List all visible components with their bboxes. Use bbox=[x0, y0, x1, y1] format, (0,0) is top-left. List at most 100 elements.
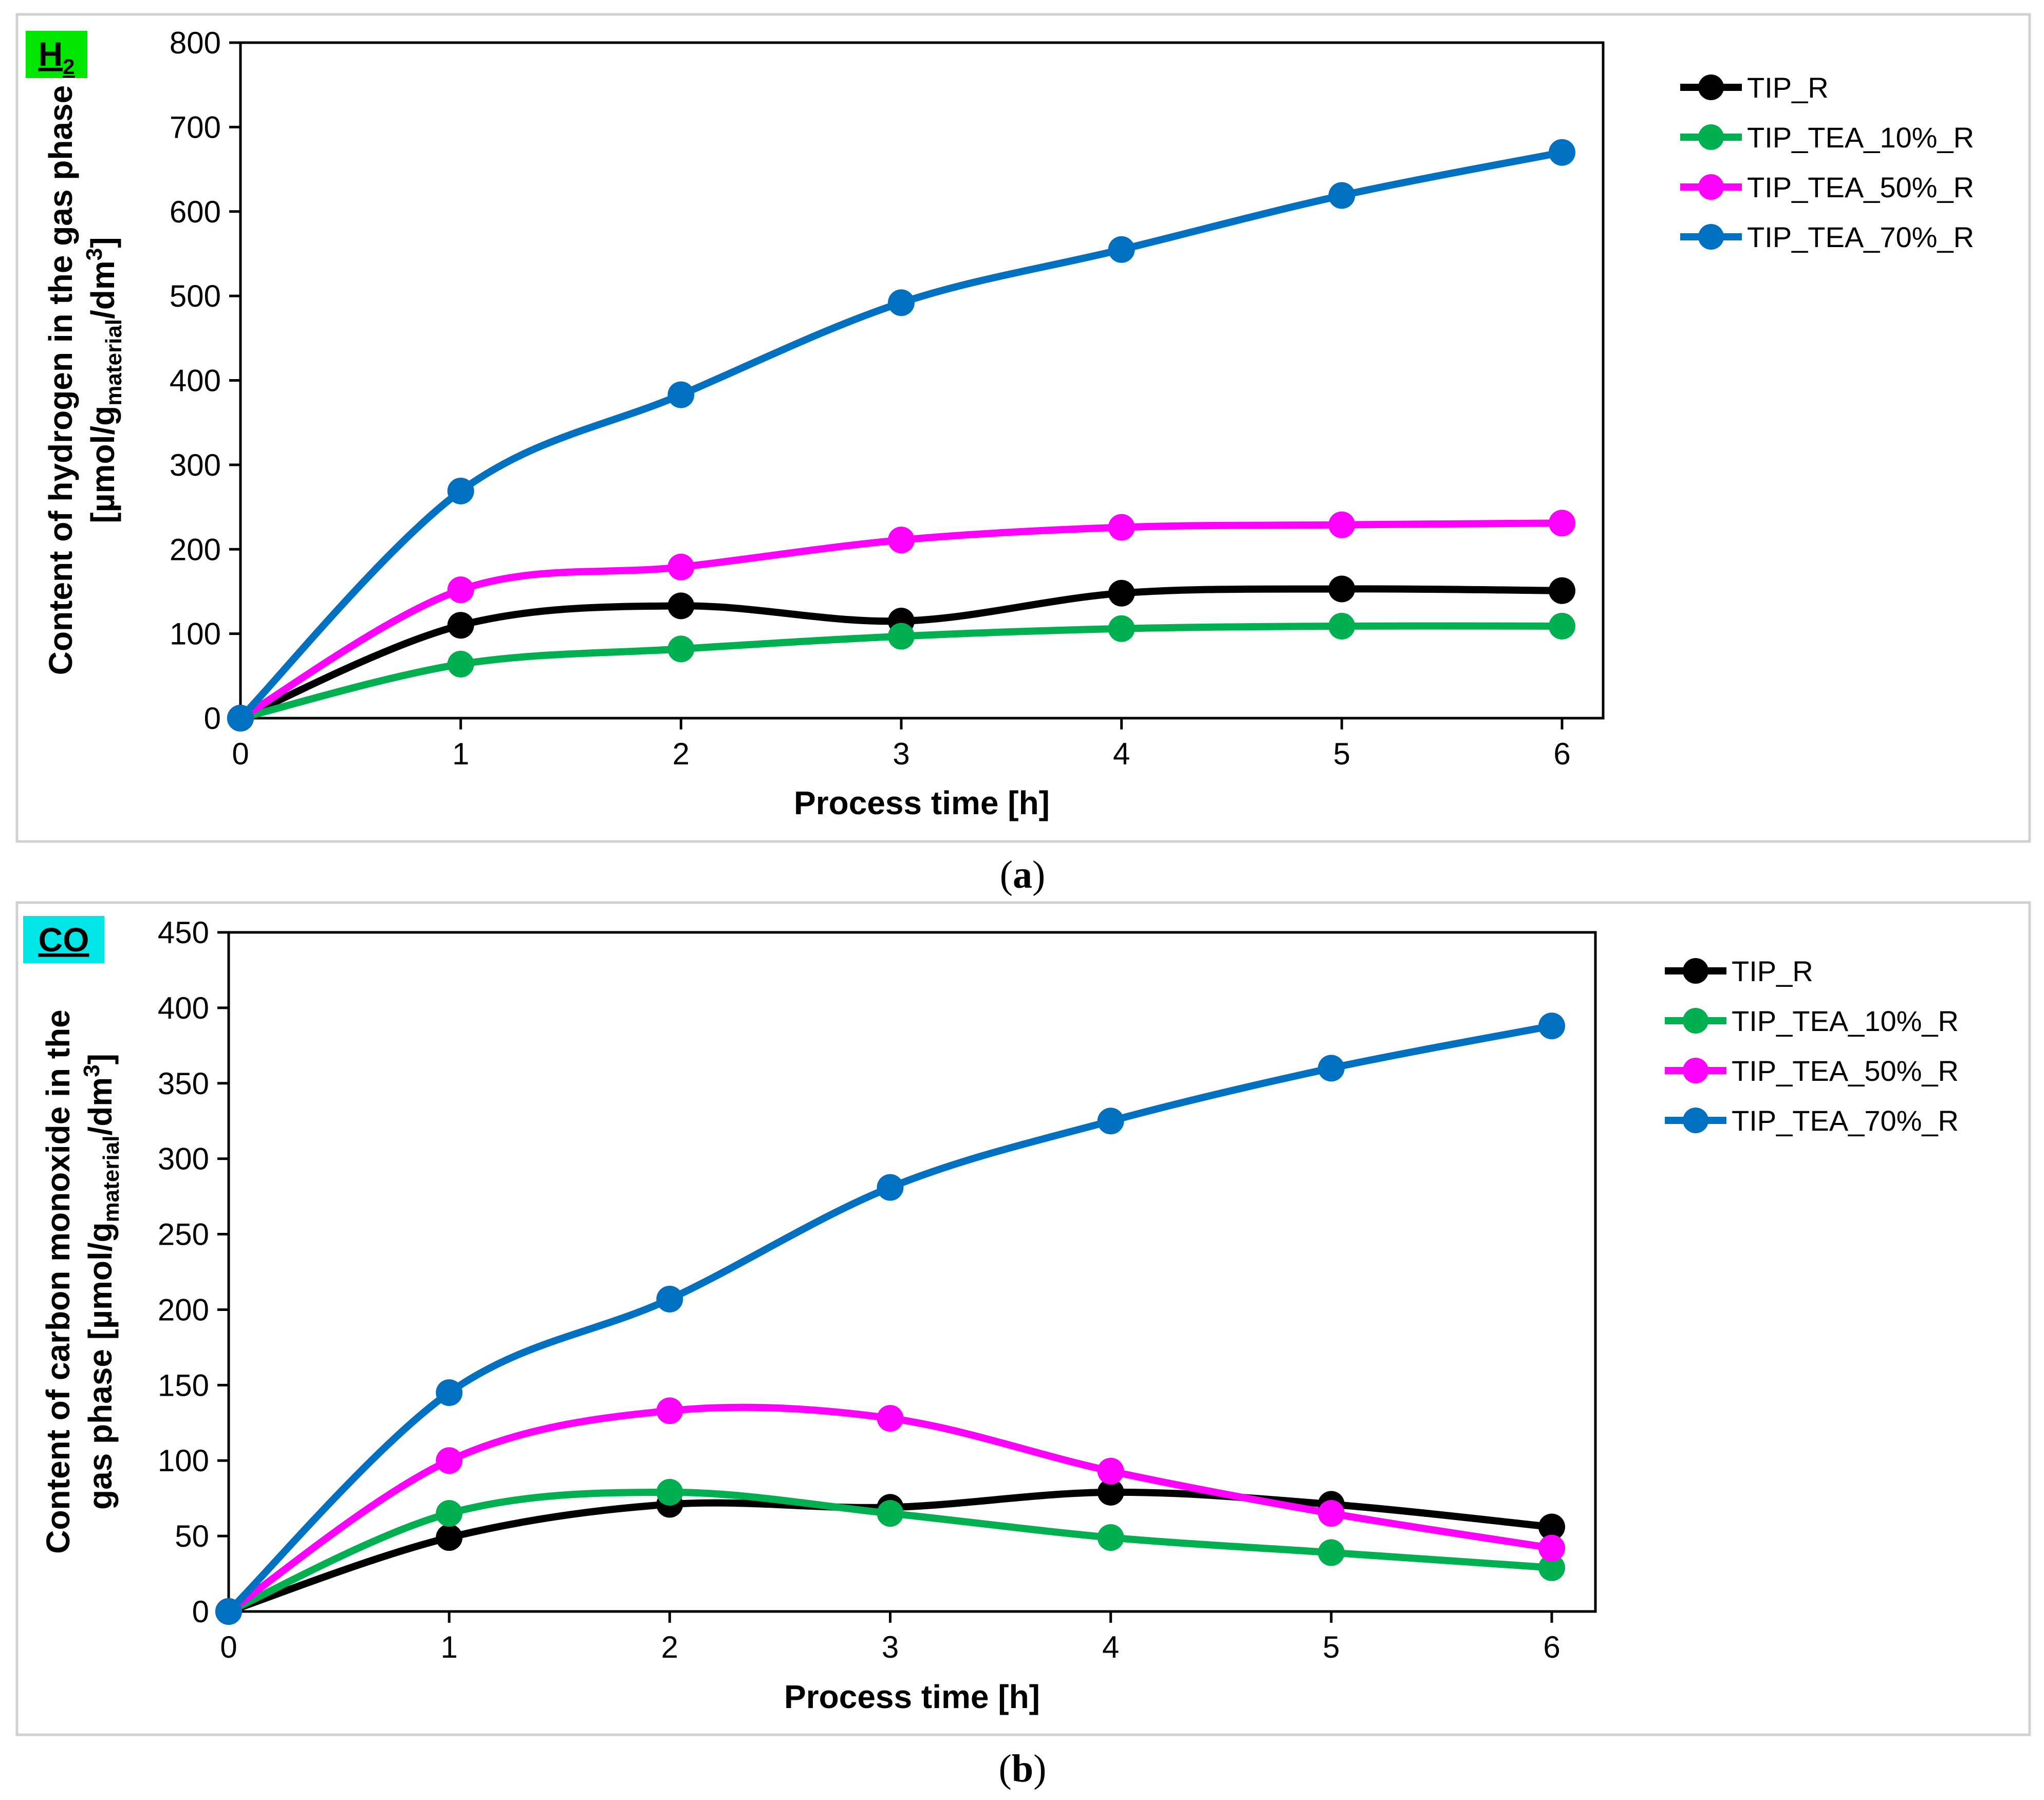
data-point-tip-tea-10-r bbox=[667, 635, 695, 663]
data-point-tip-tea-50-r bbox=[447, 576, 474, 604]
data-point-tip-r bbox=[1328, 575, 1355, 603]
data-point-tip-tea-10-r bbox=[888, 623, 915, 650]
data-point-tip-tea-50-r bbox=[877, 1404, 904, 1432]
panel-a-y-axis-title-line1: Content of hydrogen in the gas phase bbox=[42, 85, 79, 676]
h2-label-badge bbox=[26, 31, 87, 78]
data-point-tip-tea-70-r bbox=[1097, 1108, 1124, 1135]
co-label-badge bbox=[23, 916, 104, 963]
data-point-tip-tea-50-r bbox=[1328, 511, 1355, 538]
panel-a-y-axis: 0 100 200 300 400 500 600 700 800 bbox=[170, 26, 240, 736]
panel-a-frame bbox=[15, 13, 2031, 843]
y-tick-label: 400 bbox=[158, 991, 209, 1025]
data-point-tip-r bbox=[447, 612, 474, 639]
data-point-tip-tea-50-r bbox=[888, 527, 915, 554]
data-point-tip-r bbox=[1538, 1513, 1565, 1541]
caption-b: (b) bbox=[999, 1747, 1047, 1790]
data-point-tip-tea-70-r bbox=[667, 381, 695, 408]
data-point-tip-tea-70-r bbox=[656, 1285, 683, 1313]
y-tick-label: 200 bbox=[170, 532, 221, 567]
y-tick-label: 150 bbox=[158, 1368, 209, 1402]
data-point-tip-tea-50-r bbox=[1108, 514, 1135, 541]
x-tick-label: 6 bbox=[1543, 1630, 1560, 1664]
legend-label-tip-tea-10-r: TIP_TEA_10%_R bbox=[1732, 1005, 1959, 1037]
data-point-tip-tea-70-r bbox=[888, 289, 915, 316]
legend-swatch-marker-tip-tea-50-r bbox=[1698, 174, 1724, 200]
panel-b-x-axis-title: Process time [h] bbox=[784, 1678, 1040, 1715]
data-point-tip-tea-70-r bbox=[447, 477, 474, 504]
panel-a-series bbox=[227, 139, 1575, 732]
x-tick-label: 1 bbox=[440, 1630, 457, 1664]
y-tick-label: 800 bbox=[170, 26, 221, 60]
x-tick-label: 3 bbox=[882, 1630, 899, 1664]
y-tick-label: 0 bbox=[204, 701, 221, 736]
data-point-tip-tea-10-r bbox=[1317, 1539, 1345, 1566]
legend-label-tip-tea-50-r: TIP_TEA_50%_R bbox=[1732, 1055, 1959, 1087]
x-tick-label: 5 bbox=[1333, 737, 1350, 771]
x-tick-label: 6 bbox=[1553, 737, 1570, 771]
x-tick-label: 2 bbox=[661, 1630, 678, 1664]
y-tick-label: 300 bbox=[158, 1142, 209, 1176]
data-point-tip-tea-10-r bbox=[447, 650, 474, 678]
data-point-tip-tea-10-r bbox=[1097, 1524, 1124, 1551]
y-tick-label: 600 bbox=[170, 195, 221, 229]
legend-label-tip-r: TIP_R bbox=[1747, 71, 1829, 104]
legend-label-tip-tea-10-r: TIP_TEA_10%_R bbox=[1747, 121, 1974, 154]
panel-a-legend: TIP_R TIP_TEA_10%_R TIP_TEA_50%_R TIP_TEA_7… bbox=[1680, 71, 1974, 253]
legend-swatch-marker-tip-tea-10-r bbox=[1698, 124, 1724, 150]
x-tick-label: 4 bbox=[1102, 1630, 1119, 1664]
data-point-tip-tea-50-r bbox=[1538, 1534, 1565, 1562]
x-tick-label: 4 bbox=[1113, 737, 1130, 771]
data-point-tip-tea-50-r bbox=[1097, 1457, 1124, 1485]
data-point-tip-tea-10-r bbox=[1328, 612, 1355, 640]
panel-a-x-axis: 0 1 2 3 4 5 6 bbox=[232, 718, 1571, 771]
caption-a: (a) bbox=[1000, 853, 1046, 896]
panel-b-y-axis-title-line1: Content of carbon monoxide in the bbox=[40, 1009, 77, 1554]
data-point-tip-tea-10-r bbox=[1538, 1554, 1565, 1581]
data-point-tip-tea-70-r bbox=[1549, 139, 1575, 166]
x-tick-label: 2 bbox=[673, 737, 690, 771]
panel-b-series bbox=[215, 1013, 1565, 1625]
y-tick-label: 50 bbox=[175, 1519, 209, 1553]
data-point-tip-tea-70-r bbox=[227, 705, 254, 732]
data-point-tip-tea-70-r bbox=[1538, 1013, 1565, 1040]
panel-b-legend: TIP_R TIP_TEA_10%_R TIP_TEA_50%_R TIP_TEA_7… bbox=[1665, 955, 1959, 1137]
y-tick-label: 100 bbox=[158, 1443, 209, 1478]
y-tick-label: 450 bbox=[158, 915, 209, 950]
y-tick-label: 200 bbox=[158, 1292, 209, 1327]
data-point-tip-tea-50-r bbox=[436, 1447, 463, 1474]
x-tick-label: 5 bbox=[1323, 1630, 1340, 1664]
data-point-tip-tea-70-r bbox=[436, 1379, 463, 1407]
legend-swatch-marker-tip-tea-50-r bbox=[1683, 1058, 1708, 1083]
legend-swatch-marker-tip-tea-70-r bbox=[1683, 1108, 1708, 1133]
y-tick-label: 400 bbox=[170, 364, 221, 398]
data-point-tip-tea-70-r bbox=[877, 1174, 904, 1201]
y-tick-label: 700 bbox=[170, 110, 221, 144]
legend-swatch-marker-tip-r bbox=[1698, 74, 1724, 100]
data-point-tip-tea-50-r bbox=[1317, 1500, 1345, 1527]
y-tick-label: 100 bbox=[170, 617, 221, 651]
y-tick-label: 0 bbox=[192, 1595, 209, 1629]
legend-label-tip-tea-70-r: TIP_TEA_70%_R bbox=[1732, 1104, 1959, 1137]
data-point-tip-tea-50-r bbox=[656, 1397, 683, 1424]
legend-swatch-marker-tip-tea-70-r bbox=[1698, 224, 1724, 250]
data-point-tip-tea-70-r bbox=[1108, 236, 1135, 263]
data-point-tip-tea-70-r bbox=[215, 1598, 242, 1625]
legend-label-tip-tea-50-r: TIP_TEA_50%_R bbox=[1747, 171, 1974, 203]
panel-b-frame bbox=[15, 901, 2031, 1736]
panel-b-carbon-monoxide-chart: CO 0 50 100 150 200 250 300 350 400 450 0 1 2 3 4 5 6 P… bbox=[15, 901, 2031, 1736]
panel-a-x-axis-title: Process time [h] bbox=[794, 784, 1050, 821]
data-point-tip-r bbox=[1097, 1478, 1124, 1506]
panel-b-plot-area bbox=[227, 931, 1597, 1613]
data-point-tip-r bbox=[1108, 579, 1135, 607]
legend-label-tip-tea-70-r: TIP_TEA_70%_R bbox=[1747, 221, 1974, 253]
panel-a-y-axis-title-line2: [µmol/gmaterial/dm3] bbox=[82, 237, 126, 523]
co-label: CO bbox=[39, 921, 89, 959]
y-tick-label: 500 bbox=[170, 279, 221, 313]
data-point-tip-r bbox=[436, 1524, 463, 1551]
panel-b-y-axis-title-line2: gas phase [µmol/gmaterial/dm3] bbox=[79, 1054, 124, 1510]
panel-b-y-axis: 0 50 100 150 200 250 300 350 400 450 bbox=[158, 915, 229, 1629]
data-point-tip-tea-50-r bbox=[667, 553, 695, 580]
legend-swatch-marker-tip-r bbox=[1683, 958, 1708, 984]
data-point-tip-tea-10-r bbox=[436, 1500, 463, 1527]
